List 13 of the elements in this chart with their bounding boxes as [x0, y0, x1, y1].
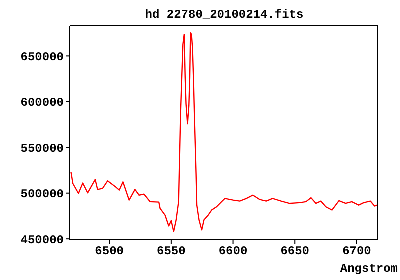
chart-title: hd 22780_20100214.fits — [144, 8, 305, 22]
x-tick-label: 6650 — [280, 244, 310, 259]
line-series — [70, 32, 378, 232]
y-tick-label: 450000 — [20, 233, 64, 248]
y-tick-label: 600000 — [20, 96, 64, 110]
x-tick-label: 6600 — [218, 244, 248, 259]
y-tick-label: 650000 — [20, 50, 64, 64]
x-axis-title: Angstrom — [340, 262, 398, 276]
x-tick-label: 6500 — [95, 244, 124, 259]
x-tick-label: 6550 — [157, 244, 186, 259]
y-tick-label: 550000 — [20, 142, 64, 156]
y-tick-label: 500000 — [20, 188, 64, 202]
x-tick-label: 6700 — [342, 244, 372, 259]
